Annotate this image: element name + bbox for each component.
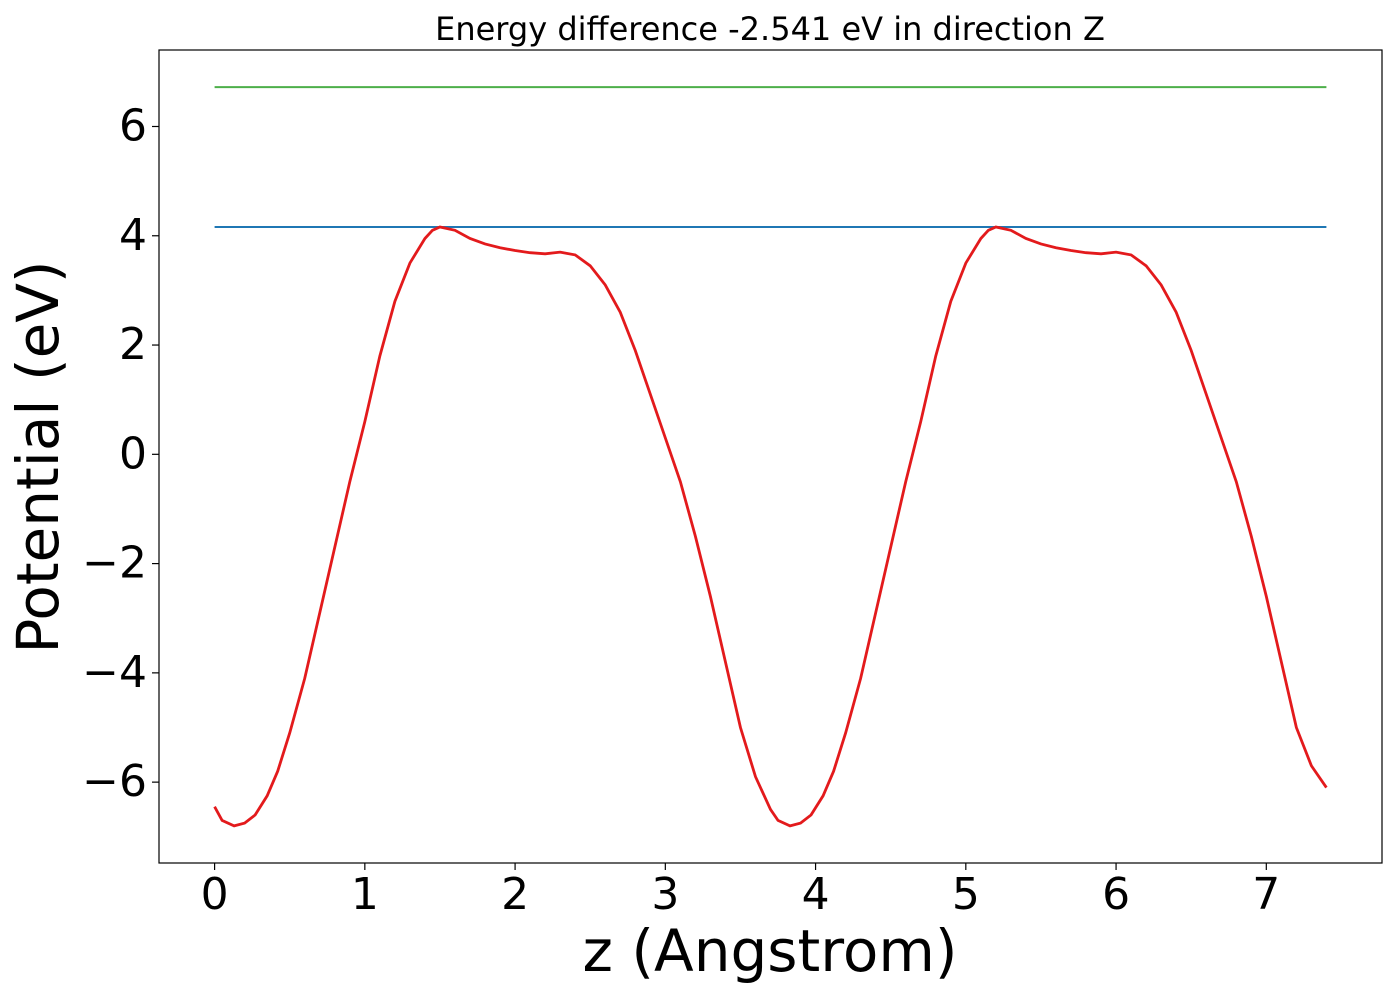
x-tick-label: 3: [651, 869, 679, 920]
x-tick-label: 6: [1102, 869, 1130, 920]
plot-frame: [158, 49, 1383, 864]
x-axis-label: z (Angstrom): [583, 917, 958, 985]
y-axis-label: Potential (eV): [4, 260, 72, 653]
x-tick-label: 0: [201, 869, 229, 920]
x-tick-label: 1: [351, 869, 379, 920]
y-tick-label: 6: [119, 100, 147, 151]
line-series: [213, 225, 1328, 828]
x-tick-label: 5: [952, 869, 980, 920]
y-tick-label: 2: [119, 319, 147, 370]
chart-title: Energy difference -2.541 eV in direction…: [435, 10, 1105, 48]
y-tick-label: 4: [119, 210, 147, 261]
y-tick-label: −6: [82, 756, 147, 807]
x-tick-label: 7: [1252, 869, 1280, 920]
y-tick-label: −4: [82, 647, 147, 698]
x-tick-label: 2: [501, 869, 529, 920]
x-tick-label: 4: [802, 869, 830, 920]
y-tick-label: −2: [82, 538, 147, 589]
y-tick-label: 0: [119, 428, 147, 479]
